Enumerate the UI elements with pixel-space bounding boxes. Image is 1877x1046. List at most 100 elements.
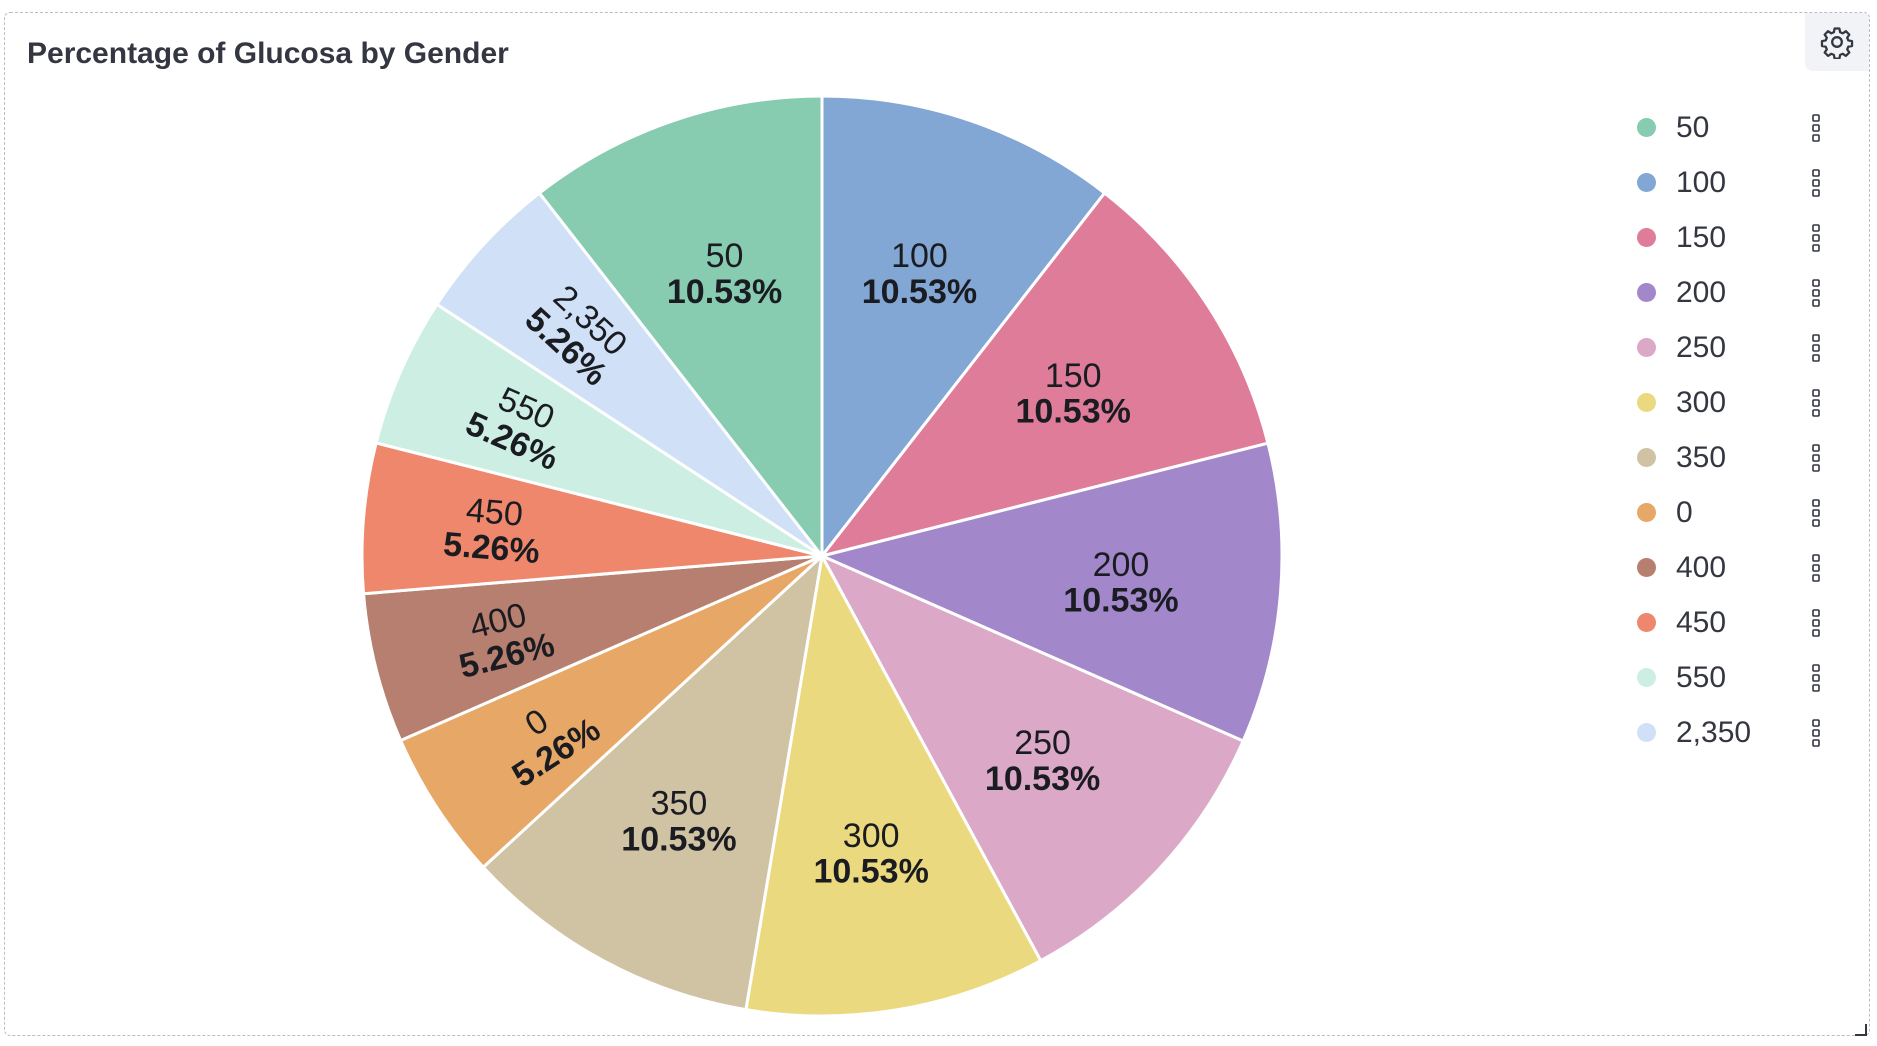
vertical-dots-icon [1812,279,1820,307]
legend-actions-button[interactable] [1809,168,1823,198]
legend-actions-button[interactable] [1809,608,1823,638]
legend-actions-button[interactable] [1809,663,1823,693]
pie-slice-100[interactable] [820,94,1107,561]
legend-item-50[interactable]: 50 [1630,100,1830,155]
pie-slice-50[interactable] [537,94,824,561]
legend-label: 100 [1676,165,1727,199]
legend-color-dot [1637,393,1656,412]
legend-color-dot [1637,723,1656,742]
panel-title: Percentage of Glucosa by Gender [27,37,509,70]
vertical-dots-icon [1812,114,1820,142]
vertical-dots-icon [1812,499,1820,527]
legend-label: 350 [1676,440,1727,474]
legend-label: 150 [1676,220,1727,254]
legend-label: 550 [1676,660,1727,694]
legend-item-100[interactable]: 100 [1630,155,1830,210]
legend-label: 0 [1676,495,1693,529]
resize-handle[interactable] [1855,1024,1867,1036]
slice-label-250: 250 10.53% [985,724,1100,798]
legend-item-250[interactable]: 250 [1630,320,1830,375]
legend-color-dot [1637,338,1656,357]
legend-label: 300 [1676,385,1727,419]
vertical-dots-icon [1812,719,1820,747]
slice-category-text: 250 [1014,724,1071,762]
legend-item-200[interactable]: 200 [1630,265,1830,320]
slice-percent-text: 5.26% [442,525,541,571]
legend-color-dot [1637,173,1656,192]
legend-color-dot [1637,228,1656,247]
chart-legend: 50 100 150 200 250 300 350 0 400 450 550 2,350 [1630,100,1830,760]
slice-category-text: 350 [651,785,708,823]
legend-color-dot [1637,503,1656,522]
pie-slice-400[interactable] [361,554,823,743]
slice-percent-text: 10.53% [813,853,928,891]
legend-actions-button[interactable] [1809,333,1823,363]
legend-item-0[interactable]: 0 [1630,485,1830,540]
legend-color-dot [1637,613,1656,632]
legend-actions-button[interactable] [1809,388,1823,418]
pie-slice-350[interactable] [481,551,825,1012]
vertical-dots-icon [1812,664,1820,692]
slice-percent-text: 10.53% [621,820,736,858]
vertical-dots-icon [1812,609,1820,637]
panel-settings-button[interactable] [1805,13,1869,71]
legend-color-dot [1637,118,1656,137]
slice-percent-text: 10.53% [862,273,977,311]
pie-slice-300[interactable] [744,551,1043,1018]
vertical-dots-icon [1812,444,1820,472]
legend-color-dot [1637,558,1656,577]
pie-slice-550[interactable] [374,302,823,558]
pie-slice-200[interactable] [817,441,1284,743]
legend-label: 400 [1676,550,1727,584]
slice-category-text: 200 [1093,546,1150,584]
gear-icon [1820,27,1854,59]
slice-percent-text: 10.53% [667,273,782,311]
legend-item-2350[interactable]: 2,350 [1630,705,1830,760]
legend-actions-button[interactable] [1809,718,1823,748]
legend-color-dot [1637,668,1656,687]
pie-slice-0[interactable] [398,554,824,870]
legend-actions-button[interactable] [1809,223,1823,253]
legend-actions-button[interactable] [1809,498,1823,528]
vertical-dots-icon [1812,224,1820,252]
legend-color-dot [1637,448,1656,467]
legend-actions-button[interactable] [1809,278,1823,308]
slice-label-50: 50 10.53% [667,237,782,311]
slice-label-150: 150 10.53% [1016,357,1131,431]
legend-item-350[interactable]: 350 [1630,430,1830,485]
legend-item-150[interactable]: 150 [1630,210,1830,265]
vertical-dots-icon [1812,169,1820,197]
slice-percent-text: 10.53% [1016,393,1131,431]
legend-label: 450 [1676,605,1727,639]
pie-slice-450[interactable] [360,441,823,596]
slice-category-text: 150 [1045,357,1102,395]
pie-slice-2350[interactable] [434,190,824,558]
legend-label: 200 [1676,275,1727,309]
slice-label-450: 4505.26% [442,490,544,571]
slice-label-100: 100 10.53% [862,237,977,311]
slice-category-text: 450 [465,491,525,534]
slice-label-350: 350 10.53% [621,785,736,859]
legend-item-450[interactable]: 450 [1630,595,1830,650]
legend-label: 2,350 [1676,715,1752,749]
vertical-dots-icon [1812,389,1820,417]
legend-actions-button[interactable] [1809,443,1823,473]
legend-actions-button[interactable] [1809,113,1823,143]
legend-item-300[interactable]: 300 [1630,375,1830,430]
vertical-dots-icon [1812,554,1820,582]
pie-slice-150[interactable] [818,190,1270,559]
slice-percent-text: 10.53% [985,760,1100,798]
legend-item-400[interactable]: 400 [1630,540,1830,595]
slice-category-text: 100 [891,237,948,275]
legend-item-550[interactable]: 550 [1630,650,1830,705]
legend-actions-button[interactable] [1809,553,1823,583]
legend-label: 50 [1676,110,1710,144]
legend-color-dot [1637,283,1656,302]
slice-category-text: 300 [843,817,900,855]
legend-label: 250 [1676,330,1727,364]
slice-percent-text: 10.53% [1063,581,1178,619]
pie-slice-250[interactable] [818,552,1246,963]
slice-category-text: 50 [706,237,744,275]
vertical-dots-icon [1812,334,1820,362]
